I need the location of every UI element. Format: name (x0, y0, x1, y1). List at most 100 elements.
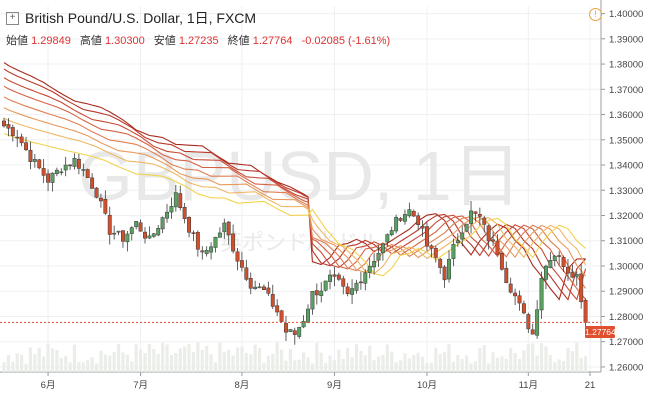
volume-bar (244, 352, 248, 372)
volume-bar (368, 345, 372, 372)
high-label: 高値 (79, 35, 102, 47)
volume-bar (328, 355, 332, 372)
volume-bar (390, 351, 394, 372)
candle-body (239, 260, 244, 268)
candle-body (301, 321, 306, 328)
y-tick-label: 1.31000 (609, 236, 643, 247)
volume-bar (456, 355, 460, 372)
volume-bar (103, 354, 107, 372)
candle-body (217, 232, 222, 238)
candle-body (455, 240, 460, 244)
volume-bar (500, 356, 504, 372)
volume-bar (227, 349, 231, 372)
candle-body (125, 233, 130, 243)
volume-bar (420, 356, 425, 372)
candle-body (195, 232, 200, 250)
volume-bar (487, 363, 491, 372)
candle-body (191, 232, 196, 234)
volume-bar (218, 342, 222, 372)
candle-body (420, 226, 425, 229)
candle-body (156, 228, 161, 236)
volume-bar (407, 358, 411, 372)
candle-body (442, 266, 447, 281)
volume-bar (394, 362, 398, 372)
volume-bar (460, 359, 464, 372)
volume-bar (416, 352, 420, 372)
volume-bar (90, 357, 94, 372)
candle-body (539, 278, 544, 311)
volume-bar (531, 343, 535, 372)
volume-bar (504, 358, 508, 372)
candle-body (469, 210, 473, 224)
candle-body (50, 172, 55, 183)
candle-body (270, 294, 275, 307)
candle-body (367, 265, 372, 273)
candle-body (134, 221, 139, 228)
candle-body (526, 314, 531, 330)
volume-bar (288, 349, 292, 372)
volume-bar (478, 347, 482, 372)
volume-bar (363, 355, 367, 372)
volume-bar (99, 350, 103, 372)
y-tick-label: 1.32000 (609, 211, 643, 222)
candle-body (68, 164, 73, 167)
volume-bar (130, 361, 134, 372)
volume-bar (169, 354, 174, 372)
volume-bar (398, 360, 403, 372)
candle-body (341, 278, 346, 287)
volume-bar (50, 348, 55, 372)
candle-body (416, 215, 421, 225)
candle-body (244, 267, 249, 280)
volume-bar (566, 348, 570, 372)
y-tick-label: 1.29000 (609, 287, 643, 298)
volume-bar (451, 361, 456, 372)
candle-body (204, 250, 209, 254)
volume-bar (46, 343, 50, 372)
candle-body (332, 274, 337, 277)
candle-body (169, 206, 174, 213)
alert-icon[interactable]: ! (589, 8, 602, 21)
candle-body (552, 255, 557, 261)
candle-body (213, 236, 218, 248)
change-value: -0.02085 (-1.61%) (301, 35, 391, 47)
volume-bar (583, 356, 588, 372)
candle-body (451, 244, 456, 259)
volume-bar (522, 350, 526, 372)
low-value: 1.27235 (178, 35, 219, 47)
candle-body (499, 253, 504, 270)
volume-bar (337, 349, 341, 372)
volume-bar (266, 355, 270, 372)
candle-body (209, 246, 214, 253)
symbol-title[interactable]: British Pound/U.S. Dollar, 1日, FXCM (25, 10, 257, 26)
volume-bar (108, 355, 112, 372)
volume-bar (121, 352, 125, 372)
volume-bar (279, 349, 284, 372)
volume-bar (425, 363, 429, 372)
volume-bar (196, 342, 200, 372)
volume-bar (33, 354, 37, 372)
ribbon-line (3, 117, 587, 275)
volume-bar (94, 363, 99, 372)
expand-icon[interactable]: + (6, 11, 19, 25)
volume-bar (434, 347, 438, 372)
volume-bar (346, 347, 350, 372)
last-price-tag: 1.27764 (585, 326, 616, 338)
candle-body (447, 258, 451, 280)
candle-body (165, 211, 169, 219)
volume-bar (20, 354, 24, 372)
candle-body (54, 169, 59, 174)
candle-body (24, 142, 28, 151)
volume-bar (231, 355, 235, 372)
volume-bar (187, 343, 191, 372)
candle-body (297, 326, 302, 337)
candle-body (116, 230, 121, 233)
candle-body (72, 157, 77, 167)
y-tick-label: 1.37000 (609, 85, 643, 96)
candle-body (570, 271, 575, 278)
x-tick-label: 21 (585, 380, 596, 391)
candle-body (262, 286, 266, 290)
candle-body (59, 171, 64, 174)
volume-bar (183, 346, 187, 372)
